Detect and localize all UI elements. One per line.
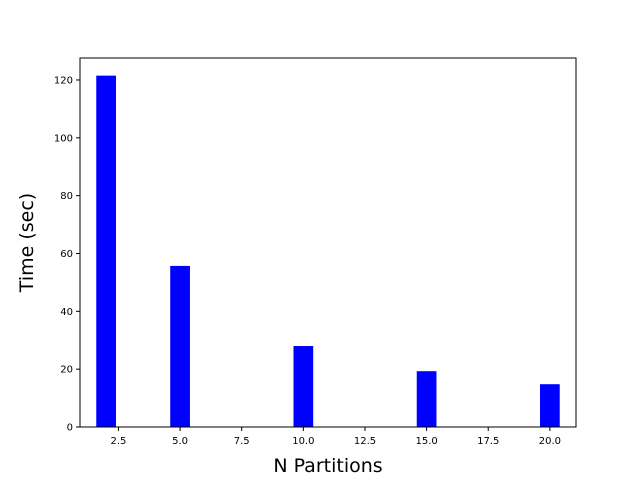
bar-10 xyxy=(293,346,314,427)
bars-group xyxy=(96,75,560,427)
x-tick-label: 7.5 xyxy=(234,436,250,447)
plot-area-frame xyxy=(79,57,577,428)
x-axis-ticks: 2.5 5.0 7.5 10.0 12.5 15.0 17.5 20.0 xyxy=(111,427,561,447)
x-axis-label: N Partitions xyxy=(273,455,382,477)
y-tick-label: 80 xyxy=(60,191,73,202)
bar-5 xyxy=(170,265,190,427)
y-axis-label: Time (sec) xyxy=(16,193,38,293)
x-tick-label: 20.0 xyxy=(539,436,561,447)
x-tick-label: 17.5 xyxy=(477,436,499,447)
y-tick-label: 40 xyxy=(60,307,73,318)
bar-15 xyxy=(416,371,437,427)
x-tick-label: 5.0 xyxy=(172,436,188,447)
y-tick-label: 20 xyxy=(60,365,73,376)
bar-20 xyxy=(540,384,560,427)
x-tick-label: 15.0 xyxy=(415,436,437,447)
x-tick-label: 2.5 xyxy=(111,436,127,447)
y-tick-label: 120 xyxy=(54,75,73,86)
x-tick-label: 12.5 xyxy=(354,436,376,447)
y-tick-label: 0 xyxy=(67,423,73,434)
x-tick-label: 10.0 xyxy=(292,436,314,447)
y-axis-ticks: 0 20 40 60 80 100 120 xyxy=(54,75,80,434)
bar-2 xyxy=(96,75,116,427)
y-tick-label: 100 xyxy=(54,133,73,144)
y-tick-label: 60 xyxy=(60,249,73,260)
